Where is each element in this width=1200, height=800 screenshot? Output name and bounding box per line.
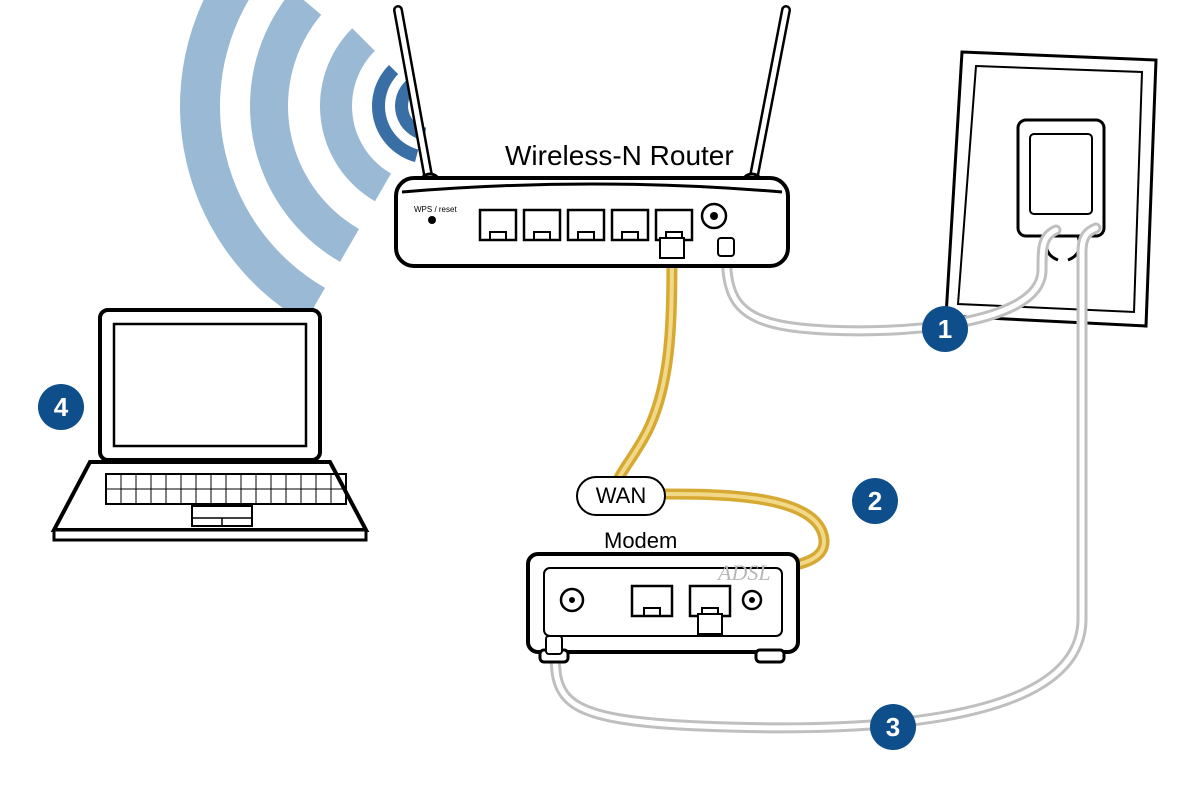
wan-pill: WAN — [576, 476, 666, 516]
step-badge-3-text: 3 — [886, 712, 900, 743]
step-badge-4: 4 — [38, 384, 84, 430]
step-badge-3: 3 — [870, 704, 916, 750]
step-badge-2: 2 — [852, 478, 898, 524]
step-badge-2-text: 2 — [868, 486, 882, 517]
modem-label: Modem — [604, 528, 677, 554]
step-badge-4-text: 4 — [54, 392, 68, 423]
step-badge-1-text: 1 — [938, 314, 952, 345]
diagram-canvas: WPS / reset ADSL Wireless-N Router WAN Mo… — [0, 0, 1200, 800]
step-badge-1: 1 — [922, 306, 968, 352]
svg-layer: WPS / reset ADSL — [0, 0, 1200, 800]
router-label: Wireless-N Router — [505, 140, 734, 172]
svg-text:WPS / reset: WPS / reset — [414, 205, 457, 214]
wan-pill-text: WAN — [596, 483, 647, 509]
svg-text:ADSL: ADSL — [716, 560, 771, 585]
